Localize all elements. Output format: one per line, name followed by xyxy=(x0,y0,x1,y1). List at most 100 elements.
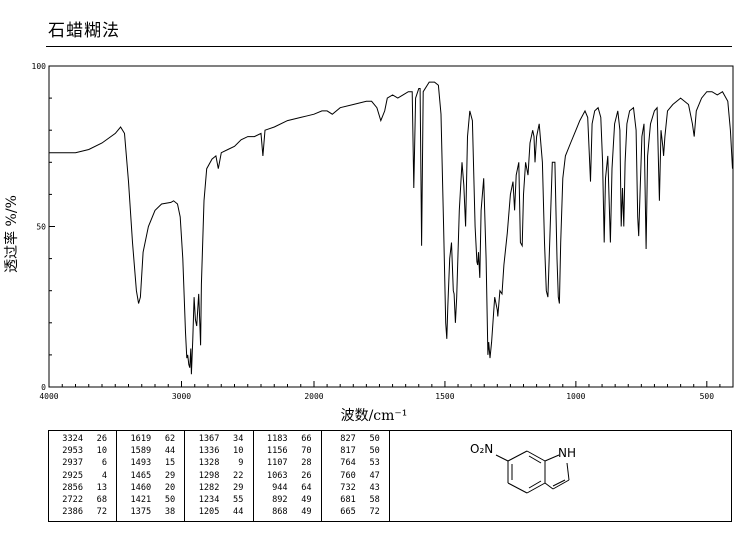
chart-axes xyxy=(48,65,734,388)
peak-wavenumber: 944 xyxy=(272,482,288,493)
peak-transmittance: 64 xyxy=(301,482,312,493)
peak-wavenumber: 827 xyxy=(340,434,356,444)
peak-table-row: 681 58 xyxy=(326,494,389,506)
peak-table-column: 827 50 817 50 764 53 760 47 732 43 681 58 665 72 xyxy=(322,431,389,521)
peak-table-row: 2722 68 xyxy=(53,494,116,506)
peak-wavenumber: 1336 xyxy=(198,446,220,457)
peak-transmittance: 43 xyxy=(369,482,380,493)
peak-table-row: 2953 10 xyxy=(53,445,116,457)
peak-wavenumber: 2856 xyxy=(62,482,83,493)
peak-table-column: 1183 66 1156 70 1107 28 1063 26 944 64 892 49 868 49 xyxy=(254,431,322,521)
peak-transmittance: 72 xyxy=(369,507,380,518)
peak-table-row: 3324 26 xyxy=(53,433,116,445)
peak-table-row: 1234 55 xyxy=(189,494,252,506)
peak-wavenumber: 1619 xyxy=(130,434,152,444)
peak-transmittance: 44 xyxy=(233,507,244,518)
peak-table-row: 1282 29 xyxy=(189,482,252,494)
peak-table-row: 1375 38 xyxy=(121,506,184,518)
peak-transmittance: 70 xyxy=(301,446,312,457)
x-tick-label: 4000 xyxy=(39,392,58,401)
x-tick-label: 3000 xyxy=(172,392,191,401)
peak-transmittance: 47 xyxy=(369,470,380,481)
peak-transmittance: 26 xyxy=(301,470,312,481)
peak-table-row: 1367 34 xyxy=(189,433,252,445)
peak-transmittance: 29 xyxy=(164,470,176,481)
peak-table-row: 1107 28 xyxy=(258,457,321,469)
peak-wavenumber: 665 xyxy=(340,507,356,518)
peak-wavenumber: 681 xyxy=(340,495,356,506)
peak-table-row: 892 49 xyxy=(258,494,321,506)
peak-table-row: 1205 44 xyxy=(189,506,252,518)
peak-transmittance: 58 xyxy=(369,495,380,506)
peak-wavenumber: 1063 xyxy=(266,470,288,481)
peak-table-row: 2856 13 xyxy=(53,482,116,494)
x-tick-label: 1500 xyxy=(435,392,454,401)
peak-wavenumber: 1156 xyxy=(266,446,288,457)
peak-table-column: 1619 62 1589 44 1493 15 1465 29 1460 20 1421 50 1375… xyxy=(117,431,186,521)
y-tick-label: 0 xyxy=(41,383,46,392)
peak-table-row: 817 50 xyxy=(326,445,389,457)
chart-ticks: 4000 3000 2000 1500 1000 500 0 50 100 xyxy=(32,62,734,401)
peak-transmittance: 29 xyxy=(233,482,244,493)
peak-wavenumber: 1493 xyxy=(130,458,152,469)
plot-frame xyxy=(48,65,734,388)
peak-table-row: 2386 72 xyxy=(53,506,116,518)
peak-wavenumber: 1298 xyxy=(198,470,220,481)
peak-table: 3324 26 2953 10 2937 6 2925 4 2856 13 2722 68 2386 72… xyxy=(48,430,390,522)
peak-wavenumber: 1465 xyxy=(130,470,152,481)
peak-transmittance: 68 xyxy=(96,495,107,506)
peak-transmittance: 55 xyxy=(233,495,244,506)
peak-wavenumber: 1205 xyxy=(198,507,220,518)
peak-transmittance: 49 xyxy=(301,495,312,506)
peak-transmittance: 6 xyxy=(101,458,107,469)
peak-table-row: 827 50 xyxy=(326,433,389,445)
peak-wavenumber: 1367 xyxy=(198,434,220,444)
peak-table-row: 1298 22 xyxy=(189,470,252,482)
peak-transmittance: 50 xyxy=(369,434,380,444)
peak-transmittance: 34 xyxy=(233,434,244,444)
peak-wavenumber: 2722 xyxy=(62,495,83,506)
page-title: 石蜡糊法 xyxy=(48,21,120,41)
y-tick-label: 50 xyxy=(36,223,46,232)
peak-wavenumber: 732 xyxy=(340,482,356,493)
peak-transmittance: 10 xyxy=(233,446,244,457)
nh-group-label: NH xyxy=(558,446,576,460)
peak-transmittance: 10 xyxy=(96,446,107,457)
peak-transmittance: 26 xyxy=(96,434,107,444)
peak-transmittance: 50 xyxy=(369,446,380,457)
molecule-structure: O₂N NH xyxy=(470,442,576,494)
peak-table-row: 1465 29 xyxy=(121,470,184,482)
peak-table-row: 764 53 xyxy=(326,457,389,469)
peak-wavenumber: 1460 xyxy=(130,482,152,493)
peak-wavenumber: 1282 xyxy=(198,482,220,493)
peak-table-row: 868 49 xyxy=(258,506,321,518)
peak-transmittance: 50 xyxy=(164,495,176,506)
peak-transmittance: 49 xyxy=(301,507,312,518)
peak-wavenumber: 1234 xyxy=(198,495,220,506)
peak-table-row: 1493 15 xyxy=(121,457,184,469)
peak-transmittance: 15 xyxy=(164,458,176,469)
peak-table-row: 732 43 xyxy=(326,482,389,494)
peak-table-column: 3324 26 2953 10 2937 6 2925 4 2856 13 2722 68 2386 72 xyxy=(49,431,118,521)
peak-transmittance: 72 xyxy=(96,507,107,518)
peak-wavenumber: 760 xyxy=(340,470,356,481)
peak-transmittance: 38 xyxy=(164,507,176,518)
peak-wavenumber: 1375 xyxy=(130,507,152,518)
peak-table-row: 1063 26 xyxy=(258,470,321,482)
peak-table-row: 760 47 xyxy=(326,470,389,482)
nitro-group-label: O₂N xyxy=(470,442,493,456)
peak-wavenumber: 2937 xyxy=(62,458,83,469)
x-tick-label: 1000 xyxy=(566,392,585,401)
peak-table-row: 1460 20 xyxy=(121,482,184,494)
peak-wavenumber: 2925 xyxy=(62,470,83,481)
peak-table-row: 1336 10 xyxy=(189,445,252,457)
title-divider xyxy=(46,46,732,47)
peak-wavenumber: 3324 xyxy=(62,434,83,444)
x-tick-label: 500 xyxy=(700,392,715,401)
y-axis-label: 透过率 %/% xyxy=(3,195,20,273)
x-tick-label: 2000 xyxy=(304,392,323,401)
peak-table-row: 2925 4 xyxy=(53,470,116,482)
peak-table-row: 665 72 xyxy=(326,506,389,518)
peak-wavenumber: 764 xyxy=(340,458,356,469)
x-axis-label: 波数/cm⁻¹ xyxy=(341,408,408,424)
